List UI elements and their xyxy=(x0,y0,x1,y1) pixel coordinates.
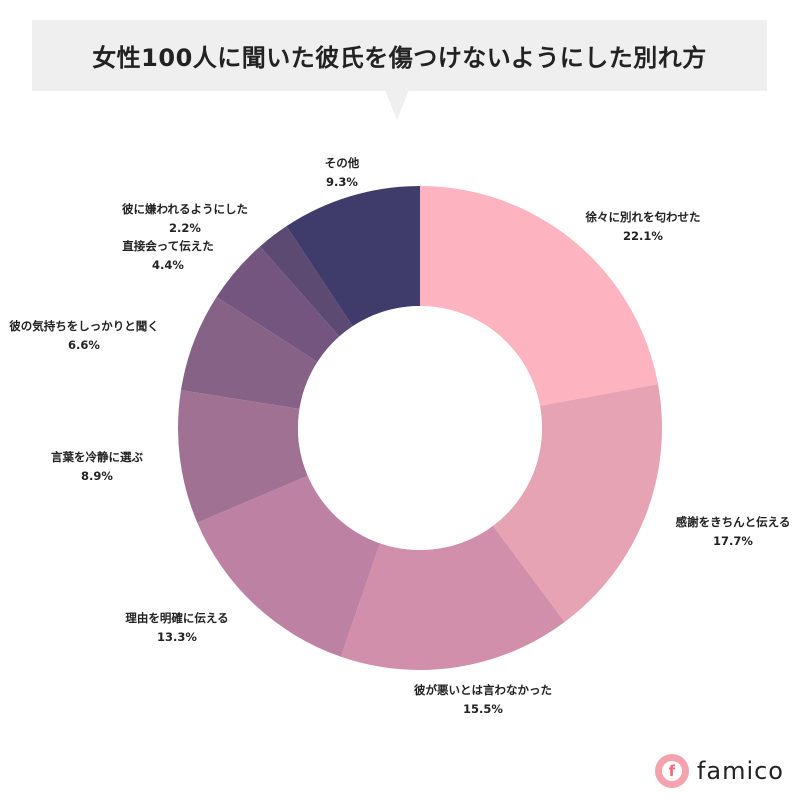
slice-label: その他 xyxy=(325,156,360,170)
slice-label: 理由を明確に伝える xyxy=(125,611,228,625)
brand-logo: f famico xyxy=(654,754,784,788)
brand-icon-glyph: f xyxy=(668,762,676,780)
brand-name: famico xyxy=(696,757,784,785)
slice-label: 彼に嫌われるようにした xyxy=(122,202,248,216)
slice-value-label: 2.2% xyxy=(169,221,201,235)
slice-value-label: 13.3% xyxy=(157,630,197,644)
slice-label: 彼が悪いとは言わなかった xyxy=(414,683,552,697)
donut-slice xyxy=(340,525,565,670)
chart-title: 女性100人に聞いた彼氏を傷つけないようにした別れ方 xyxy=(92,44,707,72)
slice-labels: 徐々に別れを匂わせた 22.1% 感謝をきちんと伝える 17.7% 彼が悪いとは言わなか… xyxy=(9,156,790,716)
slice-value-label: 6.6% xyxy=(68,338,100,352)
slice-label: 徐々に別れを匂わせた xyxy=(585,210,701,224)
donut-slice xyxy=(180,297,318,409)
slice-value-label: 4.4% xyxy=(152,258,184,272)
slice-value-label: 9.3% xyxy=(326,175,358,189)
slice-label: 直接会って伝えた xyxy=(122,239,213,253)
donut-slice xyxy=(259,226,353,337)
slice-value-label: 8.9% xyxy=(81,469,113,483)
chart-title-box: 女性100人に聞いた彼氏を傷つけないようにした別れ方 xyxy=(32,20,767,91)
slice-value-label: 22.1% xyxy=(623,229,663,243)
title-callout-pointer xyxy=(385,90,409,120)
donut-slices xyxy=(177,186,662,670)
donut-slice xyxy=(420,186,658,406)
slice-label: 感謝をきちんと伝える xyxy=(676,515,791,529)
slice-label: 彼の気持ちをしっかりと聞く xyxy=(9,319,159,333)
slice-value-label: 17.7% xyxy=(713,534,753,548)
slice-label: 言葉を冷静に選ぶ xyxy=(51,450,143,464)
donut-slice xyxy=(216,246,340,362)
donut-slice xyxy=(197,475,381,657)
donut-slice xyxy=(492,384,662,622)
donut-slice xyxy=(177,390,308,523)
donut-slice xyxy=(286,186,420,327)
slice-value-label: 15.5% xyxy=(463,702,503,716)
brand-icon: f xyxy=(654,754,689,788)
donut-hole xyxy=(298,306,542,550)
